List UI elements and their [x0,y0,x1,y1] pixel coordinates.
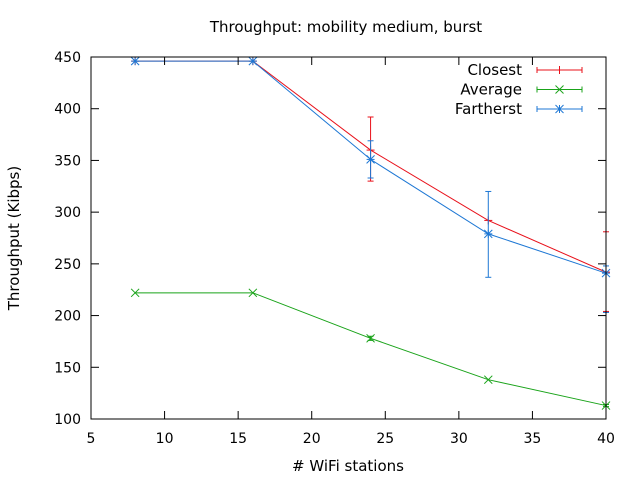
marker-stroke [483,375,493,385]
marker-stroke [555,85,564,94]
data-point-fartherst [366,155,375,164]
x-tick-label: 30 [450,431,468,447]
y-tick-label: 100 [54,412,81,428]
data-point-average [130,288,140,298]
axis-ticks: 5 10 15 20 25 30 35 40 100 150 200 250 300 350 400 450 [54,50,615,447]
y-tick-label: 400 [54,102,81,118]
y-tick-label: 450 [54,50,81,66]
legend-item-closest: Closest [467,61,583,79]
marker-stroke [483,229,493,239]
legend-label-average: Average [460,81,522,99]
data-point-fartherst [248,56,258,66]
data-point-average [483,375,493,385]
plot-area [130,56,611,410]
chart-title: Throughput: mobility medium, burst [209,18,482,36]
data-point-average [366,333,375,343]
legend-marker-closest [555,66,564,74]
y-tick-label: 250 [54,257,81,273]
legend-marker-average [555,85,564,94]
y-axis-title: Throughput (Kibps) [5,166,23,311]
marker-stroke [366,333,375,343]
legend-marker-fartherst [555,104,564,114]
legend-item-fartherst: Fartherst [455,100,583,118]
x-tick-label: 25 [376,431,394,447]
y-tick-label: 150 [54,360,81,376]
marker-stroke [130,288,140,298]
series-line-average [135,292,607,407]
x-tick-label: 40 [597,431,615,447]
marker-stroke [130,56,140,66]
x-tick-label: 15 [229,431,247,447]
x-axis-title: # WiFi stations [292,457,404,475]
series-fartherst [130,56,611,313]
y-tick-label: 200 [54,309,81,325]
legend-label-closest: Closest [467,61,522,79]
y-tick-label: 300 [54,205,81,221]
x-tick-label: 10 [156,431,174,447]
x-tick-label: 5 [87,431,96,447]
plot-frame [90,56,607,420]
data-point-fartherst [483,229,493,239]
data-point-fartherst [130,56,140,66]
x-tick-label: 35 [524,431,542,447]
legend-item-average: Average [460,81,583,99]
x-tick-label: 20 [303,431,321,447]
series-closest [131,57,610,312]
marker-stroke [248,288,258,298]
marker-stroke [555,104,564,114]
marker-stroke [366,155,375,164]
data-point-average [248,288,258,298]
y-tick-label: 350 [54,153,81,169]
series-average [130,288,611,410]
legend-label-fartherst: Fartherst [455,100,522,118]
marker-stroke [248,56,258,66]
